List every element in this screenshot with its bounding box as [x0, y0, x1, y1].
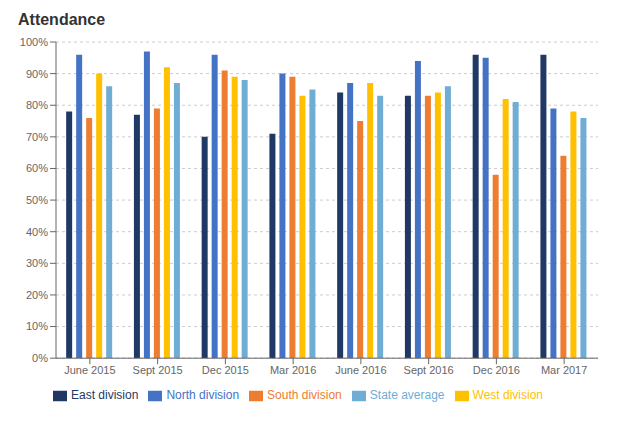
svg-text:90%: 90%	[26, 68, 48, 80]
html-text:State average: State average	[369, 388, 445, 403]
svg-text:Mar 2016: Mar 2016	[270, 364, 316, 376]
svg-text:0%: 0%	[32, 352, 48, 364]
svg-text:40%: 40%	[26, 226, 48, 238]
html-text:West division: West division	[472, 388, 543, 403]
html-text:Attendance: Attendance	[18, 11, 106, 28]
html-text:South division: South division	[267, 388, 342, 403]
svg-text:Dec 2015: Dec 2015	[202, 364, 249, 376]
svg-text:80%: 80%	[26, 99, 48, 111]
svg-text:100%: 100%	[20, 36, 48, 48]
svg-text:June 2015: June 2015	[64, 364, 115, 376]
svg-text:Sept 2016: Sept 2016	[404, 364, 454, 376]
svg-text:50%: 50%	[26, 194, 48, 206]
svg-text:60%: 60%	[26, 162, 48, 174]
html-text:North division: North division	[166, 388, 240, 403]
svg-text:Sept 2015: Sept 2015	[133, 364, 183, 376]
svg-text:20%: 20%	[26, 289, 48, 301]
svg-text:June 2016: June 2016	[335, 364, 386, 376]
svg-text:70%: 70%	[26, 131, 48, 143]
svg-text:Mar 2017: Mar 2017	[541, 364, 587, 376]
svg-text:30%: 30%	[26, 257, 48, 269]
svg-text:Dec 2016: Dec 2016	[473, 364, 520, 376]
svg-text:10%: 10%	[26, 320, 48, 332]
html-text:East division: East division	[71, 388, 139, 403]
